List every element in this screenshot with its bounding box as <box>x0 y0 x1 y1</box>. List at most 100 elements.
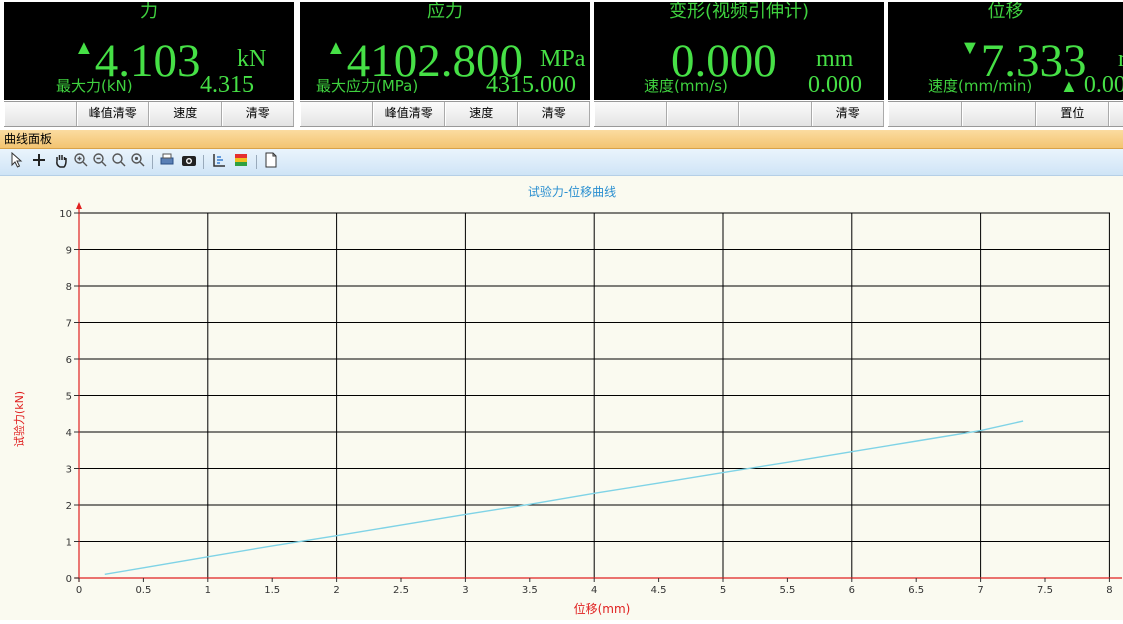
zoom-out-icon[interactable] <box>91 152 109 172</box>
x-tick-label: 1.5 <box>264 585 280 596</box>
displacement-trend-down-icon: ▼ <box>960 37 980 59</box>
deformation-value: 0.000 <box>670 22 777 87</box>
displacement-meter-panel: 位移 ▼7.333 r 速度(mm/min) ▲ 0.00 置位 <box>884 0 1123 128</box>
stress-value-text: 4102.800 <box>346 35 524 87</box>
force-value: ▲4.103 <box>74 22 201 87</box>
chart-y-axis-label: 试验力(kN) <box>12 391 26 447</box>
x-tick-label: 5 <box>720 585 726 596</box>
deformation-display: 变形(视频引伸计) 0.000 mm 速度(mm/s) 0.000 <box>594 2 884 100</box>
chart-title: 试验力-位移曲线 <box>528 184 616 199</box>
displacement-value-text: 7.333 <box>980 35 1087 87</box>
deformation-speed-label: 速度(mm/s) <box>644 77 728 95</box>
stress-meter-panel: 应力 ▲4102.800 MPa 最大应力(MPa) 4315.000 峰值清零… <box>296 0 594 128</box>
export-page-icon[interactable] <box>262 152 280 172</box>
displacement-blank-button-1 <box>888 102 962 126</box>
displacement-value: ▼7.333 <box>960 22 1087 87</box>
displacement-blank-button-2 <box>961 102 1036 126</box>
displacement-position-button[interactable]: 置位 <box>1035 102 1110 126</box>
force-displacement-chart: 0 0.5 1 1.5 2 2.5 3 3.5 4 4.5 5 5.5 6 6.5 7 7.5 8 0 1 2 3 4 5 6… <box>12 184 1122 616</box>
x-tick-label: 5.5 <box>779 585 795 596</box>
force-trend-up-icon: ▲ <box>74 37 94 59</box>
deformation-speed-value: 0.000 <box>808 72 862 98</box>
stress-value: ▲4102.800 <box>326 22 523 87</box>
print-icon[interactable] <box>158 152 176 172</box>
stress-zero-button[interactable]: 清零 <box>517 102 590 126</box>
meter-bar: 力 ▲4.103 kN 最大力(kN) 4.315 峰值清零 速度 清零 应力 … <box>0 0 1123 128</box>
x-tick-label: 7 <box>977 585 983 596</box>
stress-blank-button <box>300 102 373 126</box>
deformation-meter-panel: 变形(视频引伸计) 0.000 mm 速度(mm/s) 0.000 清零 <box>590 0 888 128</box>
max-force-value: 4.315 <box>200 72 254 98</box>
deformation-blank-button-2 <box>666 102 739 126</box>
displacement-speed-label: 速度(mm/min) <box>928 77 1033 95</box>
crosshair-icon[interactable] <box>30 152 48 172</box>
chart-area: 0 0.5 1 1.5 2 2.5 3 3.5 4 4.5 5 5.5 6 6.5 7 7.5 8 0 1 2 3 4 5 6… <box>0 176 1123 620</box>
y-tick-label: 7 <box>66 319 72 330</box>
zoom-reset-icon[interactable] <box>129 152 147 172</box>
x-tick-label: 0.5 <box>135 585 151 596</box>
stress-speed-button[interactable]: 速度 <box>445 102 518 126</box>
x-tick-label: 2 <box>333 585 339 596</box>
displacement-speed-value-text: 0.00 <box>1083 72 1123 98</box>
force-zero-button[interactable]: 清零 <box>221 102 294 126</box>
zoom-box-icon[interactable] <box>110 152 128 172</box>
hand-pan-icon[interactable] <box>52 152 70 172</box>
x-tick-label: 6 <box>849 585 855 596</box>
deformation-zero-button[interactable]: 清零 <box>811 102 884 126</box>
force-blank-button <box>4 102 77 126</box>
y-tick-label: 0 <box>66 574 72 585</box>
zoom-in-icon[interactable] <box>72 152 90 172</box>
y-tick-label: 5 <box>66 392 72 403</box>
y-tick-label: 4 <box>66 428 72 439</box>
force-meter-panel: 力 ▲4.103 kN 最大力(kN) 4.315 峰值清零 速度 清零 <box>0 0 298 128</box>
displacement-button-row: 置位 <box>888 101 1123 127</box>
force-unit: kN <box>237 46 267 72</box>
y-tick-label: 3 <box>66 465 72 476</box>
y-tick-label: 9 <box>66 246 72 257</box>
stress-title: 应力 <box>427 2 463 22</box>
toolbar-divider <box>256 155 257 169</box>
y-tick-label: 10 <box>59 209 72 220</box>
curve-panel-title: 曲线面板 <box>4 132 53 146</box>
x-tick-label: 6.5 <box>908 585 924 596</box>
displacement-title: 位移 <box>987 2 1024 22</box>
toolbar-divider <box>152 155 153 169</box>
x-tick-label: 3.5 <box>522 585 538 596</box>
force-displacement-line <box>104 420 1024 576</box>
force-display: 力 ▲4.103 kN 最大力(kN) 4.315 <box>4 2 294 100</box>
max-stress-value: 4315.000 <box>486 72 576 98</box>
camera-icon[interactable] <box>180 152 198 172</box>
displacement-blank-button-4 <box>1109 102 1123 126</box>
force-peak-reset-button[interactable]: 峰值清零 <box>76 102 149 126</box>
pointer-icon[interactable] <box>8 151 26 172</box>
x-tick-label: 0 <box>76 585 82 596</box>
stress-peak-reset-button[interactable]: 峰值清零 <box>372 102 445 126</box>
x-tick-label: 7.5 <box>1037 585 1053 596</box>
x-tick-label: 2.5 <box>393 585 409 596</box>
color-legend-icon[interactable] <box>232 152 250 172</box>
y-axis-arrow-icon <box>76 202 82 209</box>
x-tick-label: 8 <box>1106 585 1112 596</box>
stress-trend-up-icon: ▲ <box>326 37 346 59</box>
deformation-blank-button-3 <box>739 102 812 126</box>
stress-display: 应力 ▲4102.800 MPa 最大应力(MPa) 4315.000 <box>300 2 590 100</box>
chart-grid <box>79 212 1110 578</box>
max-force-label: 最大力(kN) <box>56 77 133 95</box>
max-stress-label: 最大应力(MPa) <box>316 77 419 95</box>
force-value-text: 4.103 <box>94 35 201 87</box>
axis-settings-icon[interactable] <box>210 152 228 172</box>
deformation-unit: mm <box>816 46 854 72</box>
y-tick-label: 6 <box>66 355 72 366</box>
x-tick-label: 4.5 <box>651 585 667 596</box>
deformation-button-row: 清零 <box>594 101 884 127</box>
curve-panel-header: 曲线面板 <box>0 130 1123 149</box>
x-tick-label: 1 <box>205 585 211 596</box>
toolbar-divider <box>203 155 204 169</box>
force-speed-button[interactable]: 速度 <box>149 102 222 126</box>
deformation-blank-button-1 <box>594 102 667 126</box>
displacement-display: 位移 ▼7.333 r 速度(mm/min) ▲ 0.00 <box>888 2 1123 100</box>
force-title: 力 <box>140 2 158 22</box>
force-button-row: 峰值清零 速度 清零 <box>4 101 294 127</box>
displacement-speed-up-icon: ▲ <box>1060 76 1078 96</box>
stress-button-row: 峰值清零 速度 清零 <box>300 101 590 127</box>
